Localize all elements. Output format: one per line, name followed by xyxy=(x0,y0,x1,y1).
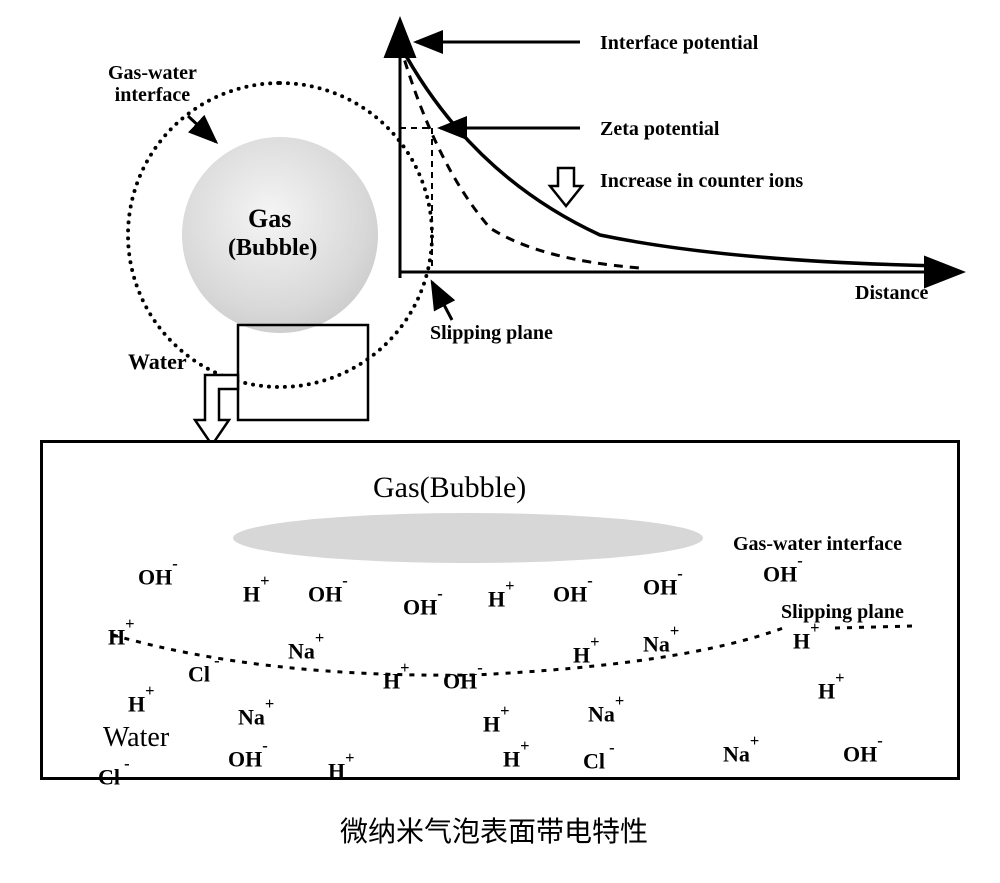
counter-ions-label: Increase in counter ions xyxy=(600,170,803,192)
gas-bubble-detail-label: Gas(Bubble) xyxy=(373,471,526,504)
slipping-label-detail: Slipping plane xyxy=(781,601,904,623)
ion-label: Cl - xyxy=(98,761,130,790)
counter-ions-hollow-arrow xyxy=(550,168,582,206)
ion-label: H+ xyxy=(818,675,845,704)
ion-label: H+ xyxy=(108,621,135,650)
ion-label: OH- xyxy=(553,578,593,607)
ion-label: H+ xyxy=(573,639,600,668)
water-label-detail: Water xyxy=(103,723,169,754)
ion-label: H+ xyxy=(128,688,155,717)
gwi-line2: interface xyxy=(115,84,191,106)
slipping-label-top: Slipping plane xyxy=(430,322,553,344)
caption: 微纳米气泡表面带电特性 xyxy=(340,810,648,850)
gwi-arrow xyxy=(188,116,216,142)
ion-label: OH- xyxy=(308,578,348,607)
gwi-label-top: Gas-water interface xyxy=(108,62,197,106)
ion-label: Na+ xyxy=(723,738,759,767)
detail-panel: Gas(Bubble) Gas-water interface Slipping… xyxy=(40,440,960,780)
ion-label: OH- xyxy=(763,558,803,587)
top-diagram: Gas (Bubble) Water Gas-water interface I… xyxy=(0,0,1000,430)
zeta-label: Zeta potential xyxy=(600,118,719,140)
ion-label: OH- xyxy=(138,561,178,590)
ion-label: H+ xyxy=(793,625,820,654)
ion-label: Na+ xyxy=(238,701,274,730)
ion-label: Cl - xyxy=(188,658,220,687)
ion-label: Na+ xyxy=(588,698,624,727)
ion-label: OH- xyxy=(443,665,483,694)
ion-label: H+ xyxy=(243,578,270,607)
ion-label: H+ xyxy=(383,665,410,694)
ion-label: H+ xyxy=(328,755,355,784)
ion-label: Na+ xyxy=(643,628,679,657)
distance-label: Distance xyxy=(855,282,928,304)
ion-label: OH- xyxy=(843,738,883,767)
ion-label: H+ xyxy=(488,583,515,612)
ion-label: OH- xyxy=(403,591,443,620)
ion-label: H+ xyxy=(483,708,510,737)
water-label-top: Water xyxy=(128,350,187,374)
callout-rect xyxy=(238,325,368,420)
interface-pot-label: Interface potential xyxy=(600,32,758,54)
bubble-sub-label: (Bubble) xyxy=(228,235,317,261)
gwi-line1: Gas-water xyxy=(108,62,197,84)
slipping-curve-seg2 xyxy=(835,626,913,628)
gwi-label-detail: Gas-water interface xyxy=(733,533,902,555)
gas-label: Gas xyxy=(248,205,291,234)
potential-curve-solid xyxy=(400,45,945,266)
ion-label: OH- xyxy=(228,743,268,772)
ion-label: OH- xyxy=(643,571,683,600)
slipping-arrow xyxy=(432,282,452,320)
ion-label: Na+ xyxy=(288,635,324,664)
detail-hollow-arrow xyxy=(195,375,238,440)
ion-label: H+ xyxy=(503,743,530,772)
ion-label: Cl - xyxy=(583,745,615,774)
